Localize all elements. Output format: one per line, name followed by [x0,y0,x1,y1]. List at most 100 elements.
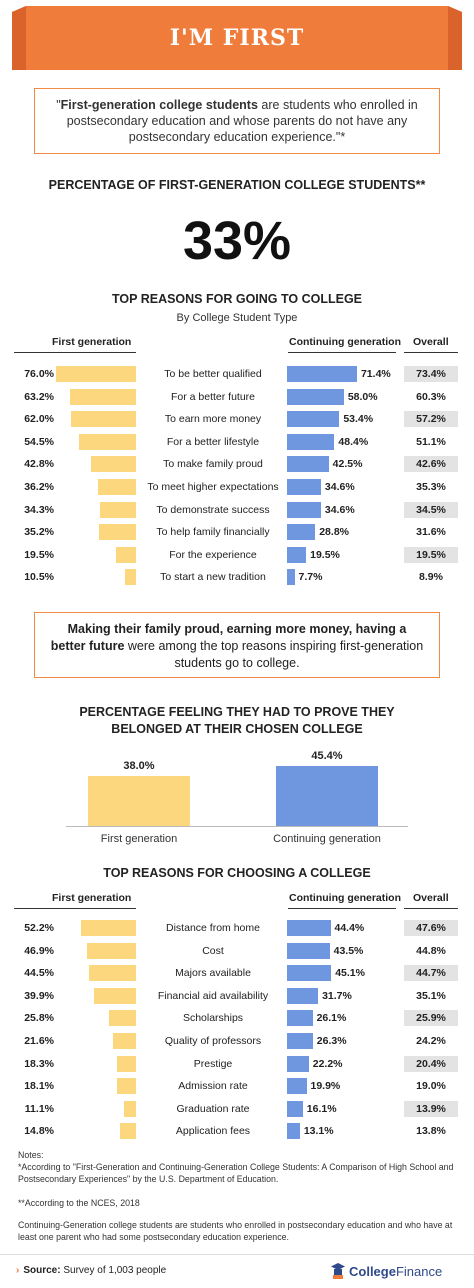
first-gen-value: 11.1% [24,1102,54,1115]
overall-value: 35.3% [416,481,446,493]
bar-row: 10.5% To start a new tradition 7.7% 8.9% [0,569,474,591]
first-gen-value: 39.9% [24,989,54,1002]
first-gen-bar [69,388,136,405]
first-gen-value: 21.6% [24,1035,54,1047]
continuing-gen-bar [287,1055,309,1072]
bar-row: 18.3% Prestige 22.2% 20.4% [0,1055,474,1078]
category-label: Financial aid availability [157,989,269,1002]
first-gen-bar [115,546,136,563]
logo-text-college: College [349,1263,396,1279]
continuing-gen-bar [287,965,332,982]
column-value: 38.0% [123,759,155,772]
overall-value: 24.2% [416,1035,446,1047]
column-value: 45.4% [311,750,343,763]
chart3-title: TOP REASONS FOR CHOOSING A COLLEGE [103,866,371,880]
chart1-col-continuing: Continuing generation [289,336,401,348]
overall-value: 31.6% [416,526,446,539]
overall-value: 42.6% [404,456,458,473]
first-gen-value: 46.9% [24,944,54,957]
continuing-gen-bar [287,569,295,586]
first-gen-value: 34.3% [24,503,54,516]
continuing-gen-bar [287,1033,313,1049]
first-gen-bar [70,411,136,428]
note-1: *According to "First-Generation and Cont… [18,1162,454,1184]
definition-bold: First-generation college students [60,98,258,112]
continuing-gen-value: 43.5% [333,944,364,957]
continuing-gen-bar [287,1078,307,1095]
overall-value: 34.5% [404,501,458,518]
chart1-rule-continuing [288,352,396,353]
continuing-gen-bar [287,987,319,1004]
quote-open: " [56,98,61,112]
column-category: Continuing generation [273,833,381,845]
continuing-gen-value: 42.5% [332,458,363,471]
first-gen-bar [124,1100,136,1117]
bar-row: 19.5% For the experience 19.5% 19.5% [0,546,474,569]
continuing-gen-value: 44.4% [334,922,365,934]
continuing-gen-value: 31.7% [322,989,352,1002]
overall-value: 19.0% [416,1080,446,1093]
category-label: Prestige [193,1057,233,1070]
chart3-col-first: First generation [52,892,132,904]
overall-value: 44.7% [404,965,458,982]
first-gen-value: 36.2% [24,481,54,493]
chart3-col-overall: Overall [413,892,449,904]
category-label: Cost [202,944,224,957]
category-label: To make family proud [163,458,263,471]
first-gen-value: 18.1% [24,1080,54,1093]
continuing-gen-bar [287,501,321,518]
continuing-gen-value: 28.8% [319,526,349,539]
quote-close: "* [335,130,346,144]
bar-row: 76.0% To be better qualified 71.4% 73.4% [0,366,474,388]
continuing-gen-bar [287,1010,313,1027]
first-gen-bar [113,1033,136,1049]
chart1-subtitle: By College Student Type [176,312,298,324]
first-gen-value: 42.8% [24,458,54,471]
bar-row: 44.5% Majors available 45.1% 44.7% [0,965,474,987]
continuing-gen-value: 16.1% [306,1102,337,1115]
overall-value: 25.9% [404,1010,458,1027]
continuing-gen-bar [287,411,340,428]
category-label: Application fees [175,1125,251,1138]
continuing-gen-value: 34.6% [324,481,355,493]
bar-row: 11.1% Graduation rate 16.1% 13.9% [0,1100,474,1123]
bar-row: 35.2% To help family financially 28.8% 31.6… [0,524,474,546]
continuing-gen-value: 58.0% [347,390,378,403]
banner-shape [12,6,462,70]
stat-heading: PERCENTAGE OF FIRST-GENERATION COLLEGE S… [48,178,426,192]
bar-row: 54.5% For a better lifestyle 48.4% 51.1% [0,433,474,456]
callout-box: Making their family proud, earning more … [34,612,440,678]
bar-row: 63.2% For a better future 58.0% 60.3% [0,388,474,411]
continuing-gen-value: 26.3% [316,1035,347,1047]
chevron-right-icon: › [16,1265,20,1276]
continuing-gen-value: 7.7% [298,571,323,584]
category-label: To meet higher expectations [147,481,279,493]
chart1-rule-overall [404,352,458,353]
definition-rest: are students who enrolled in postseconda… [66,98,418,144]
overall-value: 57.2% [404,411,458,428]
first-gen-value: 25.8% [24,1012,54,1025]
column-category: First generation [100,833,178,845]
overall-value: 13.9% [404,1100,458,1117]
first-gen-bar [97,479,136,495]
overall-value: 35.1% [416,989,446,1002]
first-gen-bar [86,942,136,959]
bar-row: 36.2% To meet higher expectations 34.6% 35.… [0,479,474,501]
continuing-gen-bar [287,366,357,382]
footer-divider [0,1254,474,1255]
continuing-gen-value: 48.4% [338,435,369,448]
continuing-gen-bar [287,456,329,473]
first-gen-column [88,775,190,826]
bar-row: 21.6% Quality of professors 26.3% 24.2% [0,1033,474,1055]
continuing-gen-value: 26.1% [316,1012,347,1025]
first-gen-bar [120,1123,136,1140]
continuing-gen-column [276,766,378,826]
logo-text-finance: Finance [395,1263,443,1279]
continuing-gen-bar [287,388,344,405]
first-gen-value: 54.5% [24,435,54,448]
chart3-rule-continuing [288,908,396,909]
banner-title: I'M FIRST [169,25,305,51]
bar-row: 42.8% To make family proud 42.5% 42.6% [0,456,474,478]
notes-label: Notes: [18,1150,44,1160]
first-gen-bar [89,965,136,982]
